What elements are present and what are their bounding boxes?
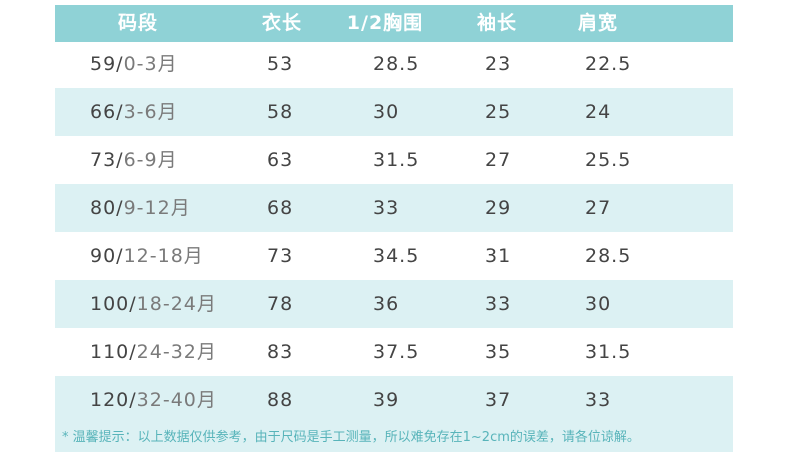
age: 18-24月 xyxy=(136,293,217,315)
row-band xyxy=(55,280,733,328)
value-cell: 22.5 xyxy=(585,53,632,75)
size: 120/ xyxy=(90,389,137,411)
size-cell: 90/12-18月 xyxy=(90,244,204,268)
value-cell: 31.5 xyxy=(373,149,420,171)
age: 3-6月 xyxy=(123,101,178,123)
age: 6-9月 xyxy=(123,149,178,171)
age: 9-12月 xyxy=(123,197,191,219)
value-cell: 53 xyxy=(267,53,294,75)
value-cell: 34.5 xyxy=(373,245,420,267)
size: 66/ xyxy=(90,101,124,123)
header-cell: 肩宽 xyxy=(577,12,619,34)
size-cell: 66/3-6月 xyxy=(90,100,178,124)
value-cell: 39 xyxy=(373,389,400,411)
value-cell: 78 xyxy=(267,293,294,315)
value-cell: 37 xyxy=(485,389,512,411)
size: 73/ xyxy=(90,149,124,171)
value-cell: 35 xyxy=(485,341,512,363)
value-cell: 25 xyxy=(485,101,512,123)
value-cell: 23 xyxy=(485,53,512,75)
header-cell: 袖长 xyxy=(476,12,518,34)
note: * 温馨提示：以上数据仅供参考，由于尺码是手工测量，所以难免存在1~2cm的误差… xyxy=(62,430,640,445)
value-cell: 37.5 xyxy=(373,341,420,363)
age: 24-32月 xyxy=(136,341,217,363)
header-cell: 衣长 xyxy=(261,12,303,34)
size: 80/ xyxy=(90,197,124,219)
size: 100/ xyxy=(90,293,137,315)
row-band xyxy=(55,376,733,424)
value-cell: 30 xyxy=(585,293,612,315)
value-cell: 33 xyxy=(373,197,400,219)
value-cell: 36 xyxy=(373,293,400,315)
value-cell: 24 xyxy=(585,101,612,123)
value-cell: 30 xyxy=(373,101,400,123)
size: 90/ xyxy=(90,245,124,267)
age: 12-18月 xyxy=(123,245,204,267)
size-cell: 80/9-12月 xyxy=(90,196,191,220)
value-cell: 63 xyxy=(267,149,294,171)
size-cell: 100/18-24月 xyxy=(90,292,217,316)
age: 32-40月 xyxy=(136,389,217,411)
row-band xyxy=(55,88,733,136)
size-cell: 59/0-3月 xyxy=(90,52,178,76)
value-cell: 25.5 xyxy=(585,149,632,171)
value-cell: 29 xyxy=(485,197,512,219)
value-cell: 33 xyxy=(585,389,612,411)
size-cell: 110/24-32月 xyxy=(90,340,217,364)
age: 0-3月 xyxy=(123,53,178,75)
size: 59/ xyxy=(90,53,124,75)
value-cell: 73 xyxy=(267,245,294,267)
value-cell: 68 xyxy=(267,197,294,219)
header-cell: 1/2胸围 xyxy=(346,12,424,34)
row-band xyxy=(55,184,733,232)
value-cell: 88 xyxy=(267,389,294,411)
note-band xyxy=(55,424,733,452)
size-cell: 73/6-9月 xyxy=(90,148,178,172)
value-cell: 27 xyxy=(485,149,512,171)
value-cell: 58 xyxy=(267,101,294,123)
value-cell: 33 xyxy=(485,293,512,315)
value-cell: 31.5 xyxy=(585,341,632,363)
size-cell: 120/32-40月 xyxy=(90,388,217,412)
value-cell: 28.5 xyxy=(373,53,420,75)
header-cell: 码段 xyxy=(117,12,159,34)
header-band xyxy=(55,5,733,42)
size: 110/ xyxy=(90,341,137,363)
value-cell: 83 xyxy=(267,341,294,363)
value-cell: 27 xyxy=(585,197,612,219)
value-cell: 31 xyxy=(485,245,512,267)
value-cell: 28.5 xyxy=(585,245,632,267)
